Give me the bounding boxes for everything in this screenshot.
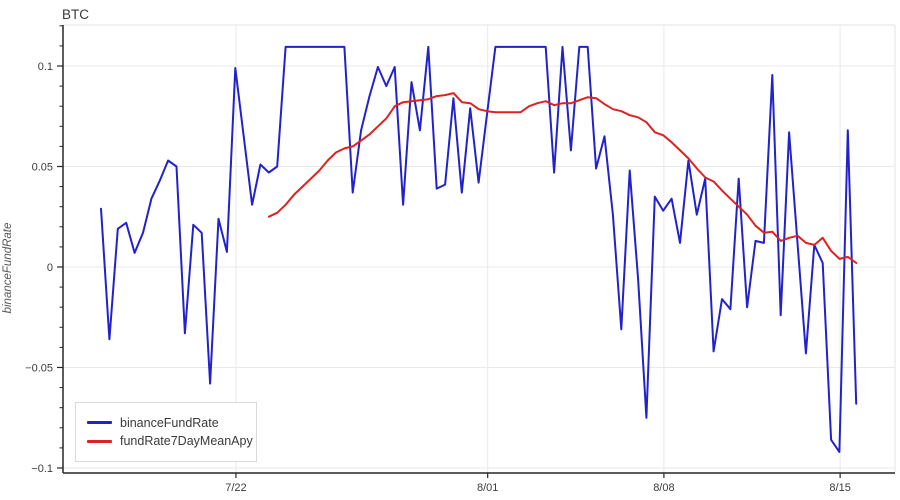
series-layer bbox=[100, 45, 858, 453]
legend-swatch-fundRate7DayMeanApy bbox=[87, 439, 112, 443]
axis-layer: 0.1 0.05 0 −0.05 −0.1 7/22 8/01 8/08 8/15 bbox=[25, 25, 895, 494]
y-tick-label: 0 bbox=[47, 262, 53, 274]
y-tick-label: −0.05 bbox=[25, 362, 53, 374]
series-line-binanceFundRate bbox=[100, 45, 858, 453]
legend-item-label: binanceFundRate bbox=[120, 415, 219, 430]
legend: binanceFundRate fundRate7DayMeanApy bbox=[75, 402, 257, 462]
chart-title: BTC bbox=[62, 7, 89, 22]
x-tick-label: 8/15 bbox=[829, 482, 850, 494]
x-tick-label: 8/01 bbox=[477, 482, 498, 494]
legend-swatch-binanceFundRate bbox=[87, 421, 112, 425]
grid-layer bbox=[63, 24, 896, 473]
legend-item-binanceFundRate[interactable]: binanceFundRate bbox=[87, 415, 256, 430]
y-axis-title: binanceFundRate bbox=[2, 223, 14, 314]
x-tick-label: 8/08 bbox=[653, 482, 674, 494]
y-tick-label: 0.05 bbox=[32, 161, 53, 173]
x-tick-label: 7/22 bbox=[225, 482, 246, 494]
legend-item-label: fundRate7DayMeanApy bbox=[120, 434, 253, 448]
legend-item-fundRate7DayMeanApy[interactable]: fundRate7DayMeanApy bbox=[87, 435, 256, 448]
y-tick-label: −0.1 bbox=[31, 463, 53, 475]
series-line-fundRate7DayMeanApy bbox=[267, 92, 858, 264]
y-tick-label: 0.1 bbox=[38, 61, 53, 73]
